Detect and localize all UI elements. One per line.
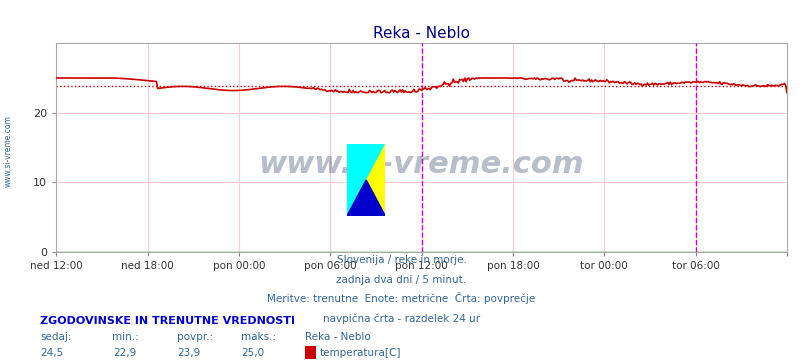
Text: zadnja dva dni / 5 minut.: zadnja dva dni / 5 minut. [336, 275, 466, 285]
Text: temperatura[C]: temperatura[C] [319, 348, 400, 359]
Text: 25,0: 25,0 [241, 348, 264, 359]
Text: Slovenija / reke in morje.: Slovenija / reke in morje. [336, 255, 466, 265]
Bar [305, 346, 315, 359]
Text: povpr.:: povpr.: [176, 332, 213, 342]
Title: Reka - Neblo: Reka - Neblo [373, 26, 469, 41]
Text: www.si-vreme.com: www.si-vreme.com [4, 115, 13, 187]
Text: ZGODOVINSKE IN TRENUTNE VREDNOSTI: ZGODOVINSKE IN TRENUTNE VREDNOSTI [40, 316, 295, 326]
Text: 22,9: 22,9 [113, 348, 136, 359]
Text: Reka - Neblo: Reka - Neblo [305, 332, 371, 342]
Text: Meritve: trenutne  Enote: metrične  Črta: povprečje: Meritve: trenutne Enote: metrične Črta: … [267, 292, 535, 305]
Polygon shape [346, 144, 385, 216]
Text: www.si-vreme.com: www.si-vreme.com [258, 150, 584, 179]
Polygon shape [346, 180, 385, 216]
Text: 23,9: 23,9 [177, 348, 200, 359]
Polygon shape [346, 144, 385, 216]
Text: min.:: min.: [112, 332, 139, 342]
Text: navpična črta - razdelek 24 ur: navpična črta - razdelek 24 ur [322, 314, 480, 324]
Text: sedaj:: sedaj: [40, 332, 71, 342]
Text: maks.:: maks.: [241, 332, 276, 342]
Text: 24,5: 24,5 [41, 348, 63, 359]
